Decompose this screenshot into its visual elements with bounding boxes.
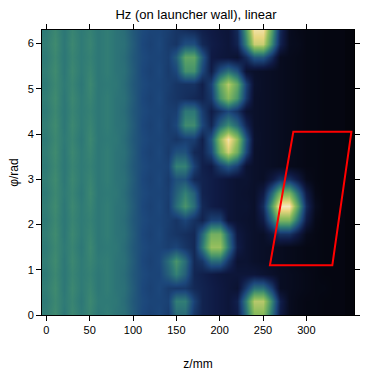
svg-text:3: 3 — [28, 173, 34, 185]
svg-text:100: 100 — [124, 324, 142, 336]
svg-text:z/mm: z/mm — [183, 357, 212, 371]
svg-text:0: 0 — [28, 309, 34, 321]
svg-text:300: 300 — [297, 324, 315, 336]
svg-text:φ/rad: φ/rad — [7, 158, 21, 186]
svg-text:0: 0 — [43, 324, 49, 336]
svg-text:250: 250 — [254, 324, 272, 336]
svg-text:5: 5 — [28, 83, 34, 95]
svg-text:6: 6 — [28, 37, 34, 49]
svg-text:4: 4 — [28, 128, 34, 140]
svg-text:Hz (on launcher wall), linear: Hz (on launcher wall), linear — [115, 7, 277, 22]
svg-text:200: 200 — [210, 324, 228, 336]
svg-text:50: 50 — [84, 324, 96, 336]
svg-text:2: 2 — [28, 218, 34, 230]
svg-text:150: 150 — [167, 324, 185, 336]
svg-text:1: 1 — [28, 264, 34, 276]
